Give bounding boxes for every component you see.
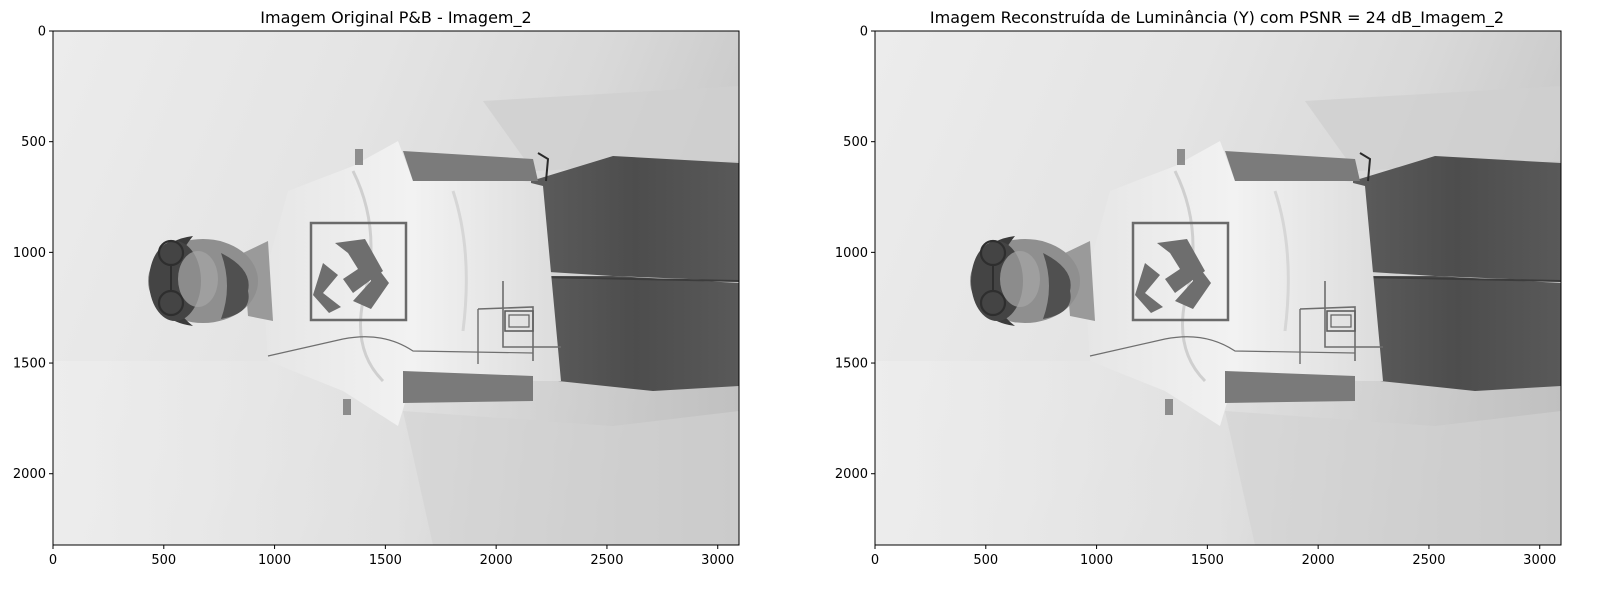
x-tick-label: 500	[973, 553, 998, 568]
y-tick-label: 2000	[13, 467, 46, 482]
panel-2-image	[873, 29, 1563, 547]
panel-2-x-axis: 0 500 1000 1500 2000 2500 3000	[871, 545, 1556, 568]
y-tick-label: 1000	[835, 246, 868, 261]
y-tick-label: 1500	[13, 357, 46, 372]
x-tick-label: 500	[151, 553, 176, 568]
x-tick-label: 2000	[1302, 553, 1335, 568]
x-tick-label: 1500	[1191, 553, 1224, 568]
y-tick-label: 1500	[835, 357, 868, 372]
panel-2-title: Imagem Reconstruída de Luminância (Y) co…	[929, 8, 1505, 27]
panel-1-y-axis: 0 500 1000 1500 2000	[13, 25, 53, 482]
y-tick-label: 2000	[835, 467, 868, 482]
x-tick-label: 1000	[258, 553, 291, 568]
x-tick-label: 2500	[1412, 553, 1445, 568]
x-tick-label: 3000	[1523, 553, 1556, 568]
y-tick-label: 500	[843, 135, 868, 150]
x-tick-label: 2000	[480, 553, 513, 568]
y-tick-label: 500	[21, 135, 46, 150]
panel-1: 0 500 1000 1500 2000 2500 3000 0 500 1000 1500 200…	[13, 25, 741, 568]
panel-2: 0 500 1000 1500 2000 2500 3000 0 500 1000 1500 200…	[835, 25, 1563, 568]
x-tick-label: 2500	[590, 553, 623, 568]
panel-1-frame	[52, 30, 740, 546]
panel-1-x-axis: 0 500 1000 1500 2000 2500 3000	[49, 545, 734, 568]
x-tick-label: 3000	[701, 553, 734, 568]
y-tick-label: 0	[860, 25, 868, 40]
y-tick-label: 0	[38, 25, 46, 40]
panel-1-title: Imagem Original P&B - Imagem_2	[260, 8, 532, 27]
panel-2-y-axis: 0 500 1000 1500 2000	[835, 25, 875, 482]
x-tick-label: 1500	[369, 553, 402, 568]
x-tick-label: 0	[49, 553, 57, 568]
x-tick-label: 1000	[1080, 553, 1113, 568]
x-tick-label: 0	[871, 553, 879, 568]
panel-2-frame	[874, 30, 1562, 546]
y-tick-label: 1000	[13, 246, 46, 261]
panel-1-image	[51, 29, 741, 547]
